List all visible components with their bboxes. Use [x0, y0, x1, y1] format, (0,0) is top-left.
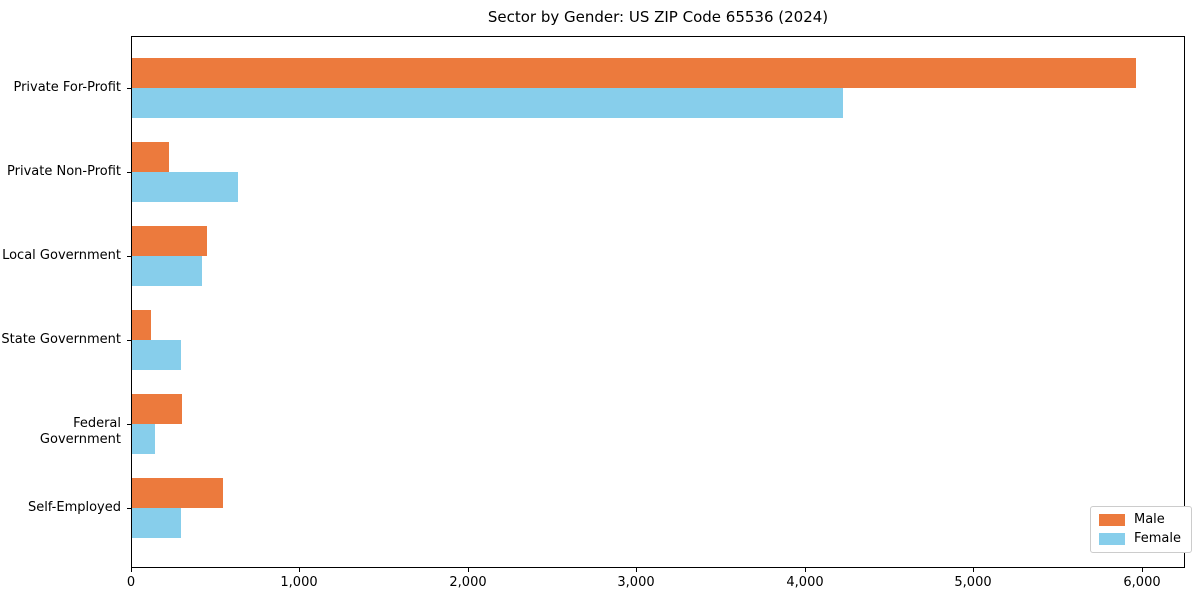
x-tick-label: 3,000 [617, 575, 655, 590]
chart-title: Sector by Gender: US ZIP Code 65536 (202… [487, 8, 829, 26]
legend-label: Male [1134, 512, 1165, 527]
bar-male-0 [132, 58, 1136, 88]
y-tick-mark [127, 424, 131, 425]
legend-label: Female [1134, 531, 1182, 546]
x-tick-mark [1142, 568, 1143, 572]
x-tick-label: 4,000 [786, 575, 824, 590]
bar-female-3 [132, 340, 181, 370]
y-tick-label: Federal Government [39, 416, 121, 447]
x-tick-mark [131, 568, 132, 572]
bar-female-0 [132, 88, 843, 118]
x-tick-label: 6,000 [1123, 575, 1161, 590]
legend-swatch-female [1099, 533, 1125, 545]
bar-female-2 [132, 256, 202, 286]
bar-male-1 [132, 142, 169, 172]
x-tick-label: 2,000 [449, 575, 487, 590]
plot-area [131, 36, 1185, 568]
x-tick-mark [299, 568, 300, 572]
y-tick-label: Private Non-Profit [7, 164, 121, 179]
bar-female-1 [132, 172, 238, 202]
x-tick-label: 1,000 [280, 575, 318, 590]
legend-item-female: Female [1099, 532, 1181, 546]
legend-swatch-male [1099, 514, 1125, 526]
legend-item-male: Male [1099, 513, 1181, 527]
y-tick-label: Private For-Profit [13, 80, 121, 95]
x-tick-label: 5,000 [954, 575, 992, 590]
y-tick-label: Local Government [2, 248, 121, 263]
x-tick-mark [805, 568, 806, 572]
x-tick-label: 0 [126, 575, 136, 590]
x-tick-mark [973, 568, 974, 572]
x-tick-mark [468, 568, 469, 572]
y-tick-mark [127, 508, 131, 509]
y-tick-label: Self-Employed [27, 500, 121, 515]
bar-male-5 [132, 478, 223, 508]
bar-female-5 [132, 508, 181, 538]
bar-male-3 [132, 310, 151, 340]
y-tick-label: State Government [1, 332, 121, 347]
bar-male-2 [132, 226, 207, 256]
y-tick-mark [127, 340, 131, 341]
bar-female-4 [132, 424, 155, 454]
y-tick-mark [127, 256, 131, 257]
y-tick-mark [127, 172, 131, 173]
y-tick-mark [127, 88, 131, 89]
x-tick-mark [636, 568, 637, 572]
bar-male-4 [132, 394, 182, 424]
legend: Male Female [1090, 506, 1193, 553]
